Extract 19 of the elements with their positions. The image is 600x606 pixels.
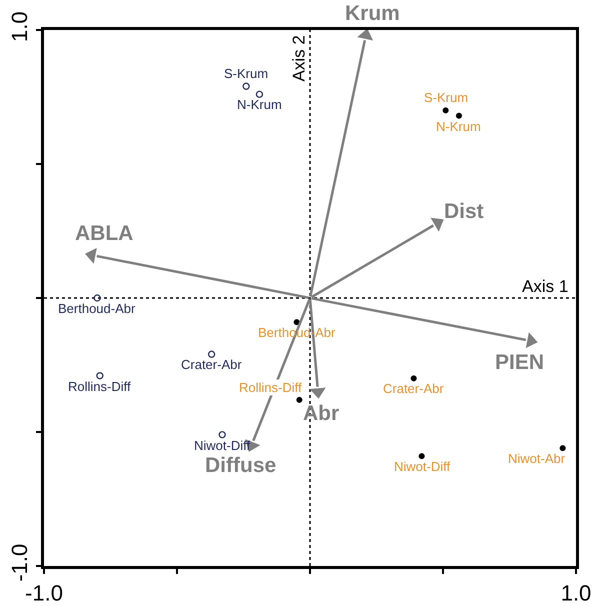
data-label: Crater-Abr [383,381,444,396]
data-label: Abr [303,402,340,425]
data-label: S-Krum [224,66,268,81]
data-label: N-Krum [237,97,282,112]
data-label: Rollins-Diff [68,379,131,394]
data-label: Niwot-Diff [394,459,450,474]
data-label: N-Krum [436,119,481,134]
data-label: Krum [345,2,400,25]
data-label: Crater-Abr [181,357,242,372]
data-label: S-Krum [424,90,468,105]
data-label: Diffuse [205,454,276,477]
data-label: Niwot-Abr [508,451,566,466]
data-label: ABLA [75,222,134,245]
ref-line-label: Axis 2 [290,35,308,82]
data-label: Rollins-Diff [239,380,302,395]
data-label: PIEN [495,351,544,374]
data-label: Berthoud-Abr [58,301,136,316]
ref-line-label: Axis 1 [522,277,568,296]
data-label: Dist [444,200,484,223]
